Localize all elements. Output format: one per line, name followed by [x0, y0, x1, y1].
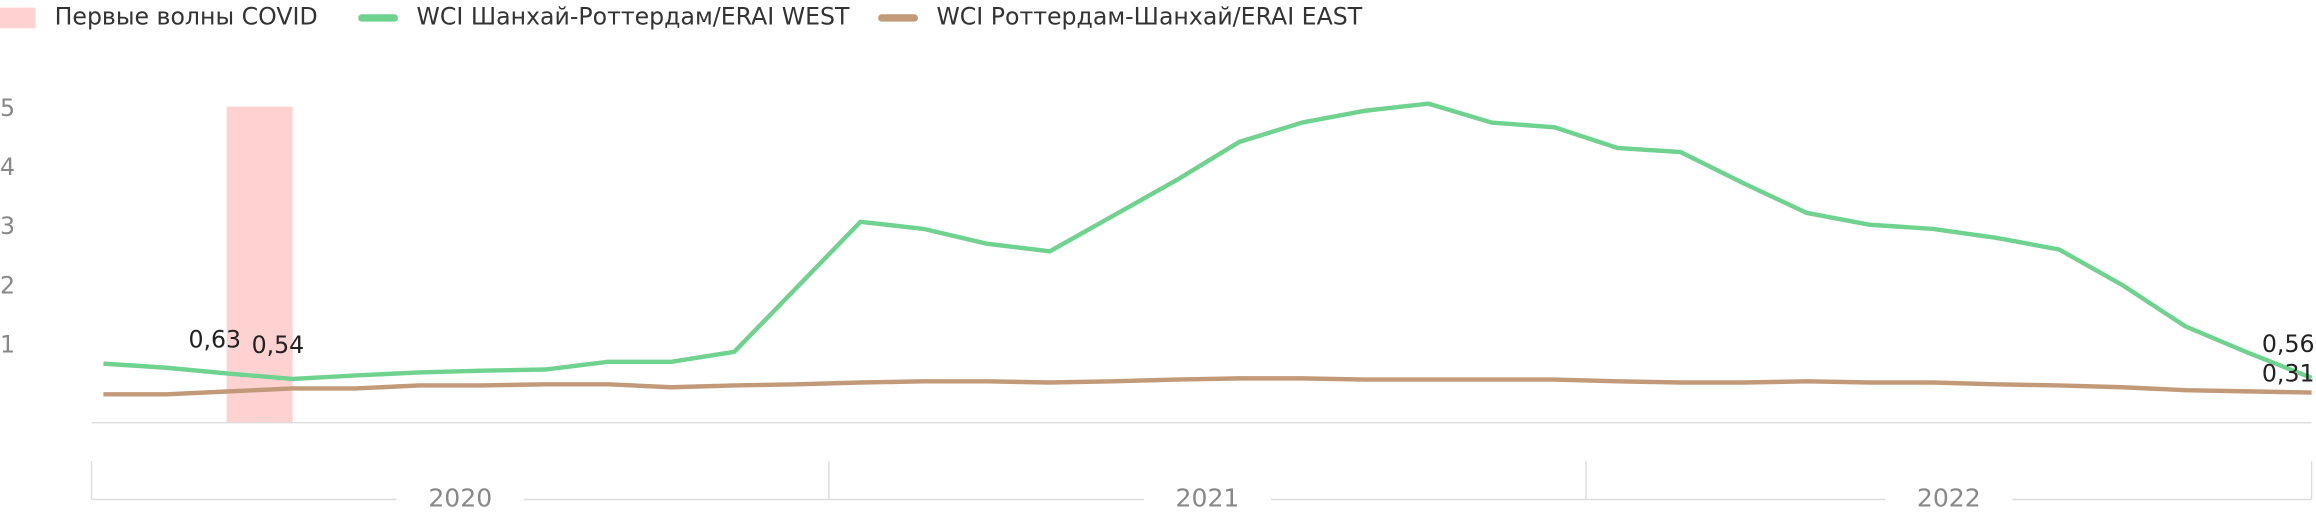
y-tick-label: 4: [0, 153, 15, 181]
data-label: 0,63: [188, 326, 241, 354]
legend-swatch: [0, 7, 36, 29]
x-group-label: 2022: [1917, 483, 1981, 512]
y-tick-label: 2: [0, 271, 15, 299]
data-label: 0,54: [252, 331, 305, 359]
y-tick-label: 3: [0, 212, 15, 240]
covid-band: [226, 106, 293, 423]
legend-label: WCI Шанхай-Роттердам/ERAI WEST: [417, 2, 851, 30]
data-label: 0,31: [2262, 359, 2315, 387]
y-tick-label: 5: [0, 94, 15, 122]
series-line: [103, 376, 2312, 397]
series-line: [103, 101, 2313, 382]
x-group-label: 2020: [428, 483, 492, 512]
legend-label: Первые волны COVID: [55, 2, 318, 30]
legend-label: WCI Роттердам-Шанхай/ERAI EAST: [936, 2, 1362, 30]
x-group-label: 2021: [1176, 483, 1240, 512]
y-tick-label: 1: [0, 330, 15, 358]
data-label: 0,56: [2262, 330, 2315, 358]
